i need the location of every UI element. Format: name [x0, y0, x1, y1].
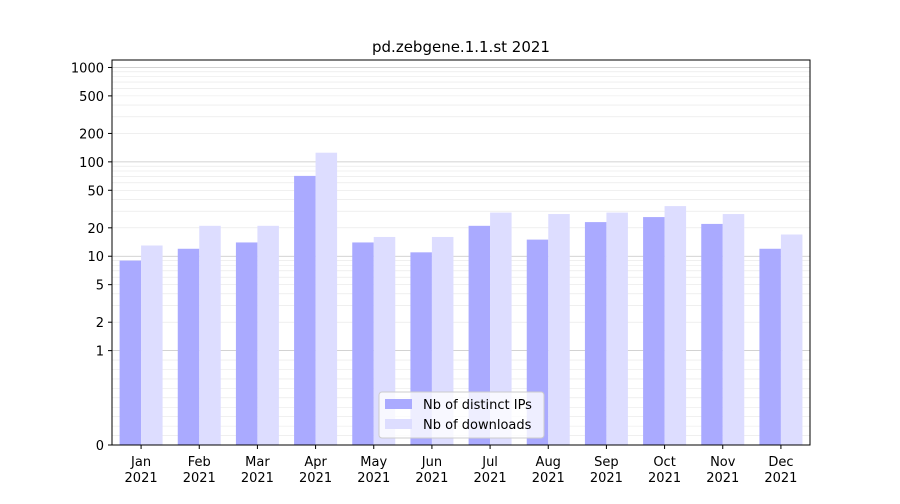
bar-downloads — [315, 152, 338, 445]
legend-swatch — [385, 419, 412, 429]
x-tick-label-line: May — [360, 455, 387, 470]
bar-distinct-ips — [759, 248, 781, 445]
x-tick-label: Dec 2021 — [764, 455, 797, 486]
x-tick-label: Aug 2021 — [532, 455, 565, 486]
bar-downloads — [780, 234, 803, 445]
chart-title: pd.zebgene.1.1.st 2021 — [372, 38, 550, 56]
y-tick-label: 10 — [87, 250, 104, 265]
x-tick-label-line: 2021 — [241, 471, 274, 486]
x-tick-label-line: Apr — [304, 455, 327, 470]
legend: Nb of distinct IPs Nb of downloads — [378, 391, 545, 439]
x-tick-label-line: 2021 — [532, 471, 565, 486]
x-tick-label-line: Feb — [188, 455, 211, 470]
y-tick-label: 100 — [79, 156, 104, 171]
bar-downloads — [722, 214, 745, 445]
bar-downloads — [199, 225, 221, 445]
legend-box — [378, 391, 545, 439]
bar-distinct-ips — [119, 260, 142, 445]
x-tick-label-line: Sep — [594, 455, 619, 470]
y-tick-label: 1000 — [71, 61, 104, 76]
x-tick-label-line: 2021 — [299, 471, 332, 486]
x-tick-label: Apr 2021 — [299, 455, 332, 486]
x-tick-label-line: Aug — [536, 455, 561, 470]
bar-distinct-ips — [352, 242, 374, 445]
x-tick-label-line: Dec — [768, 455, 793, 470]
x-tick-label-line: Oct — [653, 455, 675, 470]
bar-downloads — [257, 225, 279, 445]
bar-distinct-ips — [701, 223, 723, 445]
bar-downloads — [606, 212, 628, 445]
y-tick-label: 50 — [87, 184, 104, 199]
x-tick-label-line: Jul — [481, 455, 498, 470]
x-tick-label: Jul 2021 — [474, 455, 507, 486]
bar-distinct-ips — [643, 217, 665, 445]
x-tick-label-line: Nov — [710, 455, 736, 470]
bar-distinct-ips — [235, 242, 258, 445]
x-tick-label: Feb 2021 — [183, 455, 216, 486]
bar-distinct-ips — [294, 175, 316, 445]
x-tick-label: May 2021 — [357, 455, 390, 486]
bars — [119, 152, 803, 445]
bar-distinct-ips — [177, 248, 200, 445]
y-tick-label: 5 — [96, 279, 104, 294]
y-tick-label: 0 — [96, 439, 104, 454]
plot-frame — [111, 59, 811, 446]
bar-distinct-ips — [468, 225, 491, 445]
y-tick-label: 20 — [87, 222, 104, 237]
x-tick-label: Nov 2021 — [706, 455, 739, 486]
bar-downloads — [548, 214, 570, 445]
y-axis: 0 1 2 5 10 20 50 100 200 500 1000 — [71, 61, 112, 454]
x-tick-label-line: 2021 — [764, 471, 797, 486]
x-tick-label: Jan 2021 — [125, 455, 158, 486]
bar-downloads — [141, 245, 163, 445]
x-tick-label-line: Jan — [130, 455, 151, 470]
bar-distinct-ips — [584, 222, 607, 445]
grid-lines — [112, 67, 810, 436]
y-tick-label: 2 — [96, 316, 104, 331]
legend-label: Nb of downloads — [423, 418, 532, 433]
bar-downloads — [490, 212, 512, 445]
x-tick-label-line: Jun — [421, 455, 442, 470]
x-tick-label: Mar 2021 — [241, 455, 274, 486]
y-tick-label: 500 — [79, 90, 104, 105]
x-tick-label: Sep 2021 — [590, 455, 623, 486]
x-tick-label-line: 2021 — [648, 471, 681, 486]
x-tick-label-line: 2021 — [415, 471, 448, 486]
x-tick-label: Oct 2021 — [648, 455, 681, 486]
x-tick-label-line: 2021 — [590, 471, 623, 486]
x-tick-label-line: Mar — [245, 455, 270, 470]
x-tick-label-line: 2021 — [706, 471, 739, 486]
bar-downloads — [664, 206, 687, 445]
legend-label: Nb of distinct IPs — [423, 398, 532, 413]
x-tick-label-line: 2021 — [357, 471, 390, 486]
x-tick-label-line: 2021 — [183, 471, 216, 486]
x-tick-label-line: 2021 — [474, 471, 507, 486]
x-tick-label-line: 2021 — [125, 471, 158, 486]
legend-swatch — [385, 399, 412, 409]
y-tick-label: 1 — [96, 345, 104, 360]
x-tick-label: Jun 2021 — [415, 455, 448, 486]
y-tick-label: 200 — [79, 127, 104, 142]
